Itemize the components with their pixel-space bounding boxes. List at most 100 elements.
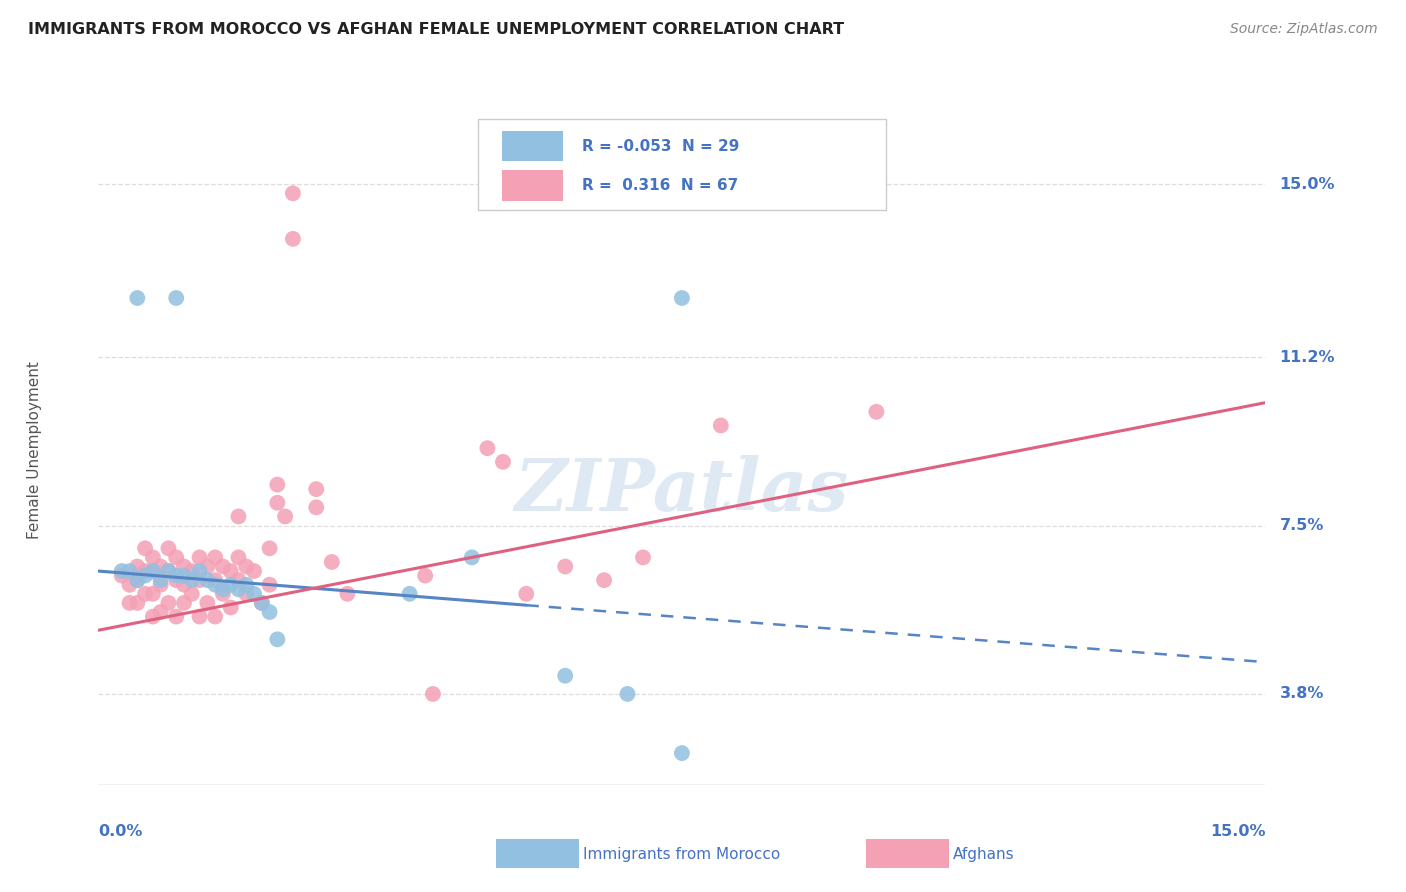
- Point: [127, 559, 149, 574]
- Point: [250, 596, 273, 610]
- Point: [149, 573, 172, 587]
- FancyBboxPatch shape: [502, 170, 562, 201]
- Text: Source: ZipAtlas.com: Source: ZipAtlas.com: [1230, 22, 1378, 37]
- Point: [281, 232, 304, 246]
- Point: [259, 605, 281, 619]
- Point: [305, 500, 328, 515]
- Point: [111, 568, 134, 582]
- Point: [461, 550, 484, 565]
- Text: 11.2%: 11.2%: [1279, 350, 1334, 365]
- Point: [173, 568, 195, 582]
- Point: [173, 559, 195, 574]
- Point: [195, 559, 218, 574]
- Point: [235, 578, 257, 592]
- Point: [593, 573, 616, 587]
- Point: [142, 609, 165, 624]
- Point: [165, 291, 187, 305]
- Point: [149, 578, 172, 592]
- Point: [305, 482, 328, 496]
- Point: [165, 568, 187, 582]
- Text: 7.5%: 7.5%: [1279, 518, 1324, 533]
- Point: [235, 587, 257, 601]
- Point: [413, 568, 436, 582]
- Point: [188, 609, 211, 624]
- Text: R = -0.053  N = 29: R = -0.053 N = 29: [582, 138, 740, 153]
- Point: [228, 582, 250, 597]
- Point: [134, 564, 156, 578]
- Point: [554, 559, 576, 574]
- Point: [118, 578, 141, 592]
- Point: [134, 541, 156, 556]
- Point: [180, 573, 202, 587]
- Point: [228, 573, 250, 587]
- Point: [554, 669, 576, 683]
- Point: [671, 291, 693, 305]
- FancyBboxPatch shape: [478, 120, 886, 210]
- Point: [142, 564, 165, 578]
- Point: [142, 564, 165, 578]
- Point: [111, 564, 134, 578]
- Point: [149, 605, 172, 619]
- Point: [228, 550, 250, 565]
- Text: 15.0%: 15.0%: [1279, 177, 1334, 192]
- Text: Female Unemployment: Female Unemployment: [27, 361, 42, 540]
- Point: [219, 578, 242, 592]
- Point: [492, 455, 515, 469]
- Point: [127, 596, 149, 610]
- Point: [422, 687, 444, 701]
- Point: [212, 587, 235, 601]
- Point: [235, 559, 257, 574]
- Text: IMMIGRANTS FROM MOROCCO VS AFGHAN FEMALE UNEMPLOYMENT CORRELATION CHART: IMMIGRANTS FROM MOROCCO VS AFGHAN FEMALE…: [28, 22, 844, 37]
- Point: [204, 578, 226, 592]
- Point: [157, 541, 180, 556]
- Point: [195, 596, 218, 610]
- Point: [180, 564, 202, 578]
- Point: [127, 573, 149, 587]
- Point: [281, 186, 304, 201]
- Point: [336, 587, 359, 601]
- Point: [515, 587, 537, 601]
- Point: [157, 564, 180, 578]
- Point: [243, 564, 266, 578]
- Point: [631, 550, 654, 565]
- Point: [195, 573, 218, 587]
- Text: Immigrants from Morocco: Immigrants from Morocco: [583, 847, 780, 862]
- Point: [259, 578, 281, 592]
- Text: 0.0%: 0.0%: [98, 824, 143, 838]
- Point: [321, 555, 343, 569]
- Point: [212, 582, 235, 597]
- Point: [219, 600, 242, 615]
- Point: [204, 550, 226, 565]
- Point: [865, 405, 887, 419]
- Point: [204, 573, 226, 587]
- Point: [180, 587, 202, 601]
- Point: [173, 578, 195, 592]
- Point: [188, 550, 211, 565]
- Point: [243, 587, 266, 601]
- Point: [188, 573, 211, 587]
- Point: [250, 596, 273, 610]
- Point: [212, 559, 235, 574]
- Point: [118, 596, 141, 610]
- Point: [204, 609, 226, 624]
- Point: [173, 596, 195, 610]
- Point: [616, 687, 638, 701]
- Point: [165, 550, 187, 565]
- Point: [134, 587, 156, 601]
- Text: ZIPatlas: ZIPatlas: [515, 455, 849, 526]
- Text: 15.0%: 15.0%: [1211, 824, 1265, 838]
- Point: [165, 573, 187, 587]
- Text: R =  0.316  N = 67: R = 0.316 N = 67: [582, 178, 738, 193]
- Point: [188, 564, 211, 578]
- Point: [266, 496, 288, 510]
- Point: [142, 587, 165, 601]
- Point: [149, 559, 172, 574]
- Point: [228, 509, 250, 524]
- Point: [398, 587, 420, 601]
- Point: [671, 746, 693, 760]
- Text: Afghans: Afghans: [953, 847, 1015, 862]
- Point: [165, 609, 187, 624]
- Text: 3.8%: 3.8%: [1279, 687, 1324, 701]
- Point: [266, 477, 288, 491]
- Point: [477, 441, 499, 455]
